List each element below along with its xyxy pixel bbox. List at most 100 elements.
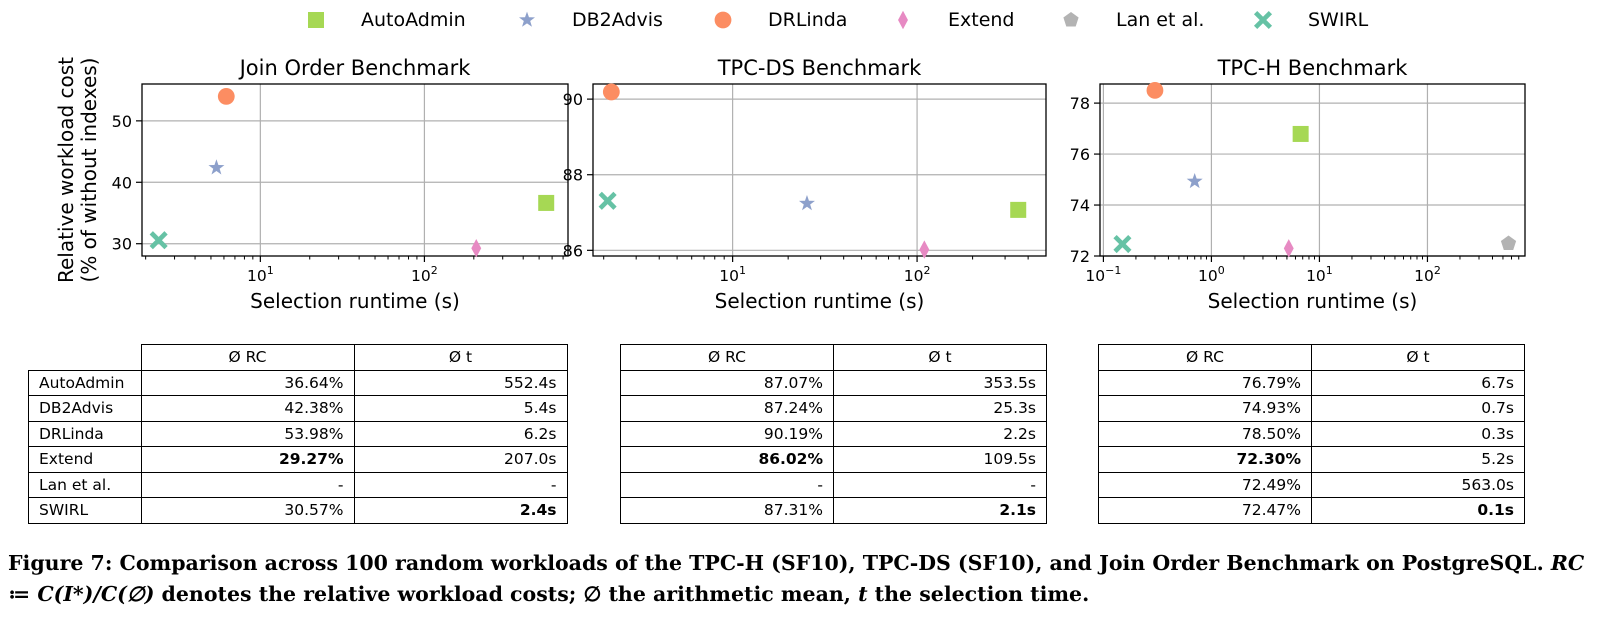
table-row: 90.19% 2.2s — [620, 420, 1047, 447]
cell-rc: 90.19% — [620, 420, 834, 447]
legend-label: DB2Advis — [572, 9, 663, 31]
table-tpc-ds: Ø RC Ø t 87.07% 353.5s 87.24% 25.3s 90.19%… — [620, 344, 1047, 524]
legend-label: AutoAdmin — [361, 9, 466, 31]
y-axis-label-2: (% of without indexes) — [77, 58, 101, 283]
legend-label: SWIRL — [1308, 9, 1369, 31]
series-drlinda — [602, 83, 620, 101]
table-row: 72.47% 0.1s — [1098, 497, 1525, 524]
y-tick-label: 76 — [1070, 145, 1090, 164]
cell-t: 109.5s — [833, 446, 1047, 473]
cell-t: 0.7s — [1311, 395, 1525, 422]
plot-frame — [141, 83, 569, 257]
data-point — [538, 194, 555, 211]
cell-t: 5.2s — [1311, 446, 1525, 473]
chart-panel: 101 102 86 88 90 TPC-DS Benchmark Selection ru… — [563, 56, 1047, 313]
figure-charts: AutoAdmin DB2Advis DRLinda Extend Lan et al.… — [54, 9, 1526, 313]
header-avg-t: Ø t — [353, 344, 568, 371]
data-point — [1186, 172, 1203, 189]
cell-rc: 72.47% — [1098, 497, 1312, 524]
cell-rc: 36.64% — [140, 369, 355, 396]
cell-t-best: 2.1s — [833, 497, 1047, 524]
table-row: SWIRL 30.57% 2.4s — [28, 497, 568, 524]
y-tick-label: 50 — [112, 112, 132, 131]
data-point — [471, 238, 482, 258]
row-label: Lan et al. — [28, 471, 142, 498]
legend-marker-square — [308, 12, 324, 28]
y-tick-label: 74 — [1070, 196, 1090, 215]
x-tick-label: 10−1 — [1085, 264, 1121, 285]
table-row: 86.02% 109.5s — [620, 446, 1047, 473]
cell-t: 2.2s — [833, 420, 1047, 447]
legend-entry: AutoAdmin — [308, 9, 466, 31]
legend-entry: Lan et al. — [1063, 9, 1204, 31]
cell-t: 6.2s — [353, 420, 568, 447]
cell-rc: 87.24% — [620, 395, 834, 422]
data-point — [208, 159, 225, 175]
header-avg-rc: Ø RC — [1098, 344, 1312, 371]
series-drlinda — [217, 88, 235, 105]
y-tick-label: 90 — [563, 90, 583, 109]
cell-t: 552.4s — [353, 369, 568, 396]
data-point — [798, 195, 815, 211]
series-drlinda — [1146, 81, 1164, 99]
x-tick-label: 101 — [719, 264, 746, 285]
legend-marker-diamond — [898, 10, 908, 30]
chart-title: TPC-DS Benchmark — [717, 56, 922, 80]
table-row: 72.49% 563.0s — [1098, 471, 1525, 498]
data-point — [1292, 125, 1309, 142]
series-lan-et-al — [1500, 235, 1517, 250]
series-extend — [1283, 239, 1294, 258]
cell-t: 0.3s — [1311, 420, 1525, 447]
data-point — [919, 240, 930, 259]
legend-marker-star — [519, 11, 535, 27]
data-point — [598, 191, 617, 210]
cell-t: - — [833, 471, 1047, 498]
cell-rc: 72.49% — [1098, 471, 1312, 498]
cell-rc: - — [140, 471, 355, 498]
legend-entry: DB2Advis — [519, 9, 663, 31]
x-tick-label: 101 — [247, 264, 274, 285]
cell-t: 353.5s — [833, 369, 1047, 396]
x-axis-label: Selection runtime (s) — [715, 289, 925, 313]
legend-marker-pentagon — [1063, 12, 1079, 27]
table-row: 87.24% 25.3s — [620, 395, 1047, 422]
plot-frame — [592, 83, 1047, 257]
cell-rc-best: 29.27% — [140, 446, 355, 473]
y-tick-label: 72 — [1070, 247, 1090, 266]
header-avg-t: Ø t — [1311, 344, 1525, 371]
cell-rc: 74.93% — [1098, 395, 1312, 422]
caption-symbol-t: t — [858, 582, 868, 606]
cell-rc: 87.31% — [620, 497, 834, 524]
table-row: Lan et al. - - — [28, 471, 568, 498]
series-db2advis — [1186, 172, 1203, 189]
table-row: 87.07% 353.5s — [620, 369, 1047, 396]
cell-t: 5.4s — [353, 395, 568, 422]
y-tick-label: 40 — [112, 173, 132, 192]
row-label: AutoAdmin — [28, 369, 142, 396]
legend-entry: SWIRL — [1253, 9, 1369, 31]
table-tpc-h: Ø RC Ø t 76.79% 6.7s 74.93% 0.7s 78.50% 0.3… — [1098, 344, 1525, 524]
plot-frame — [1099, 83, 1526, 257]
cell-rc-best: 86.02% — [620, 446, 834, 473]
cell-t-best: 0.1s — [1311, 497, 1525, 524]
row-label: DRLinda — [28, 420, 142, 447]
series-swirl — [598, 191, 617, 210]
data-point — [149, 231, 168, 250]
cell-rc-best: 72.30% — [1098, 446, 1312, 473]
x-tick-label: 102 — [1414, 264, 1441, 285]
y-tick-label: 88 — [563, 166, 583, 185]
cell-rc: 76.79% — [1098, 369, 1312, 396]
data-point — [217, 88, 235, 105]
cell-t: 563.0s — [1311, 471, 1525, 498]
series-swirl — [1113, 234, 1132, 254]
row-label: Extend — [28, 446, 142, 473]
table-row: 87.31% 2.1s — [620, 497, 1047, 524]
series-extend — [471, 238, 482, 258]
table-row: DB2Advis 42.38% 5.4s — [28, 395, 568, 422]
y-tick-label: 86 — [563, 241, 583, 260]
table-join-order: Ø RC Ø t AutoAdmin 36.64% 552.4s DB2Advis 4… — [28, 344, 568, 524]
table-row: -- — [620, 471, 1047, 498]
x-tick-label: 101 — [1306, 264, 1333, 285]
legend-label: Lan et al. — [1116, 9, 1204, 31]
caption-formula: RC ≔ C(I*)/C(∅) — [8, 551, 1585, 606]
